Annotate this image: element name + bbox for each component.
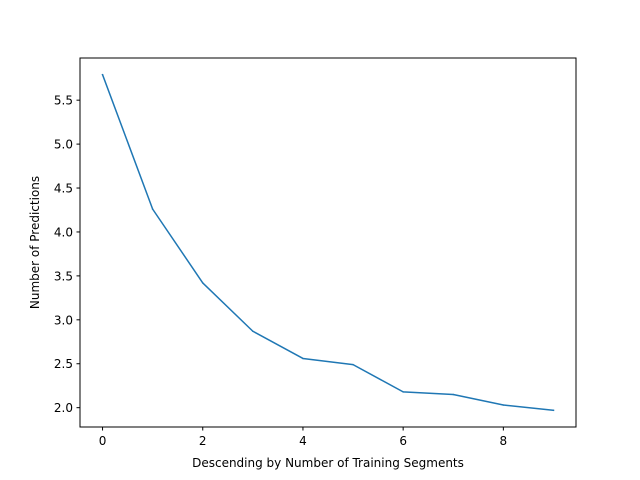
x-tick-label: 8: [500, 434, 508, 448]
data-point: [151, 208, 154, 210]
x-tick-label: 6: [399, 434, 407, 448]
y-tick-label: 4.5: [54, 182, 73, 196]
y-tick-label: 4.0: [54, 225, 73, 239]
y-axis-label: Number of Predictions: [28, 176, 42, 309]
x-axis-label: Descending by Number of Training Segment…: [192, 456, 464, 470]
x-tick-label: 2: [199, 434, 207, 448]
y-tick-label: 2.5: [54, 357, 73, 371]
series-line-0: [101, 73, 555, 412]
y-tick-label: 3.5: [54, 269, 73, 283]
plot-content: [101, 73, 555, 412]
data-point: [502, 404, 505, 406]
data-point: [452, 393, 454, 396]
x-axis-ticks: 0 2 4 6 8: [99, 427, 507, 448]
plot-frame: [79, 57, 577, 428]
data-point: [302, 357, 304, 360]
y-axis-ticks: 2.0 2.5 3.0 3.5 4.0 4.5 5.0 5.5: [54, 94, 80, 415]
y-tick-label: 5.0: [54, 138, 73, 152]
y-tick-label: 5.5: [54, 94, 73, 108]
data-point: [202, 282, 204, 284]
data-point: [402, 391, 404, 393]
y-tick-label: 3.0: [54, 313, 73, 327]
x-tick-label: 0: [99, 434, 107, 448]
data-point: [552, 409, 555, 412]
data-point: [252, 330, 254, 332]
x-tick-label: 4: [299, 434, 307, 448]
data-point: [101, 73, 104, 76]
data-point: [352, 363, 354, 366]
y-tick-label: 2.0: [54, 401, 73, 415]
